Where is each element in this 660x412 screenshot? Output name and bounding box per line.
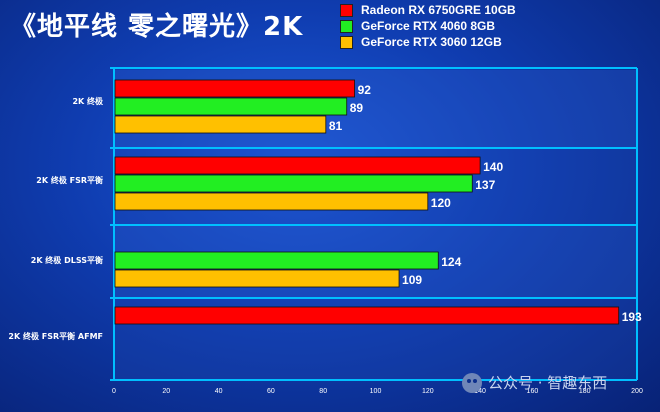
bar: [114, 251, 439, 270]
wechat-icon: [462, 372, 482, 393]
data-label: 109: [402, 273, 422, 287]
category-label: 2K 终极 FSR平衡: [36, 175, 103, 185]
data-label: 81: [329, 119, 343, 133]
bar: [114, 97, 348, 116]
category-label: 2K 终极: [72, 96, 103, 106]
legend-label-rtx3060: GeForce RTX 3060 12GB: [361, 35, 502, 49]
legend-item-rx6750gre: Radeon RX 6750GRE 10GB: [340, 2, 516, 18]
legend-swatch-rtx4060: [340, 19, 353, 33]
category-label: 2K 终极 DLSS平衡: [31, 255, 103, 265]
x-tick-label: 160: [527, 388, 539, 395]
data-label: 89: [350, 101, 364, 115]
legend-label-rtx4060: GeForce RTX 4060 8GB: [361, 19, 496, 33]
data-label: 140: [483, 160, 503, 174]
legend-item-rtx4060: GeForce RTX 4060 8GB: [340, 18, 516, 34]
x-tick-label: 180: [579, 388, 591, 395]
data-label: 193: [622, 310, 642, 324]
x-tick-label: 120: [422, 388, 434, 395]
x-tick-label: 140: [474, 388, 486, 395]
bar: [114, 192, 429, 211]
legend-swatch-rx6750gre: [340, 3, 353, 17]
x-tick-label: 60: [267, 388, 275, 395]
data-label: 137: [475, 178, 495, 192]
x-tick-label: 80: [319, 388, 327, 395]
bar: [114, 79, 355, 98]
category-label: 2K 终极 FSR平衡 AFMF: [8, 331, 103, 341]
legend-swatch-rtx3060: [340, 35, 353, 49]
data-label: 124: [441, 255, 461, 269]
bar: [114, 306, 620, 325]
legend-item-rtx3060: GeForce RTX 3060 12GB: [340, 34, 516, 50]
legend: Radeon RX 6750GRE 10GB GeForce RTX 4060 …: [340, 2, 516, 50]
watermark: 公众号 · 智趣东西: [462, 372, 607, 393]
legend-label-rx6750gre: Radeon RX 6750GRE 10GB: [361, 3, 516, 17]
bar: [114, 156, 481, 175]
x-tick-label: 40: [215, 388, 223, 395]
bar: [114, 174, 473, 193]
data-label: 92: [358, 83, 372, 97]
chart-title: 《地平线 零之曙光》2K: [10, 12, 304, 42]
data-label: 120: [431, 196, 451, 210]
bar: [114, 269, 400, 288]
x-tick-label: 100: [370, 388, 382, 395]
x-tick-label: 0: [112, 388, 116, 395]
x-tick-label: 20: [162, 388, 170, 395]
watermark-text: 公众号 · 智趣东西: [488, 374, 608, 392]
bar: [114, 115, 327, 134]
x-tick-label: 200: [631, 388, 643, 395]
